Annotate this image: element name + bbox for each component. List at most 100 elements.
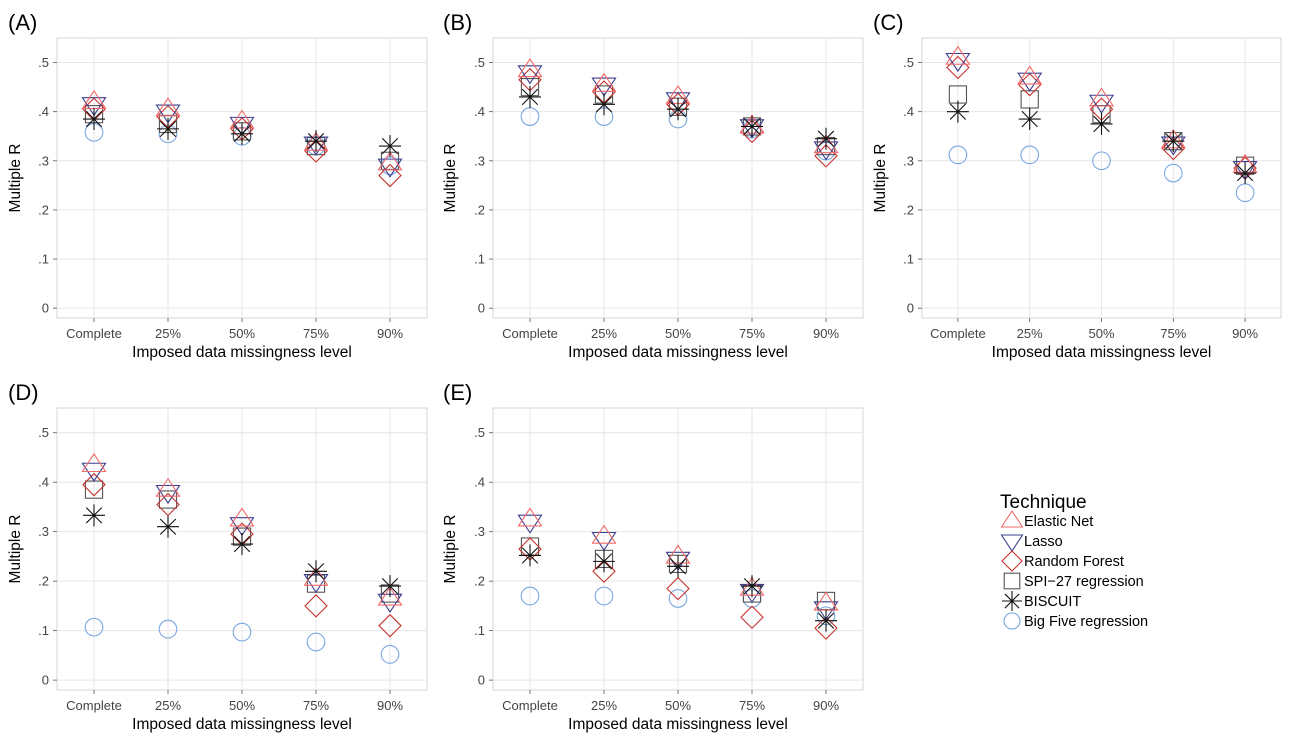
data-point-big-five-regression [948,145,968,165]
y-tick-label: .2 [474,202,485,217]
series-biscuit [519,85,837,150]
x-tick-label: 25% [155,326,181,341]
panel-label: (E) [443,380,472,405]
y-tick-label: .1 [474,252,485,267]
x-tick-label: 90% [813,698,839,713]
data-point-biscuit [305,560,327,583]
data-point-elastic-net [1017,65,1043,85]
y-tick-label: .2 [903,202,914,217]
legend-label: Elastic Net [1024,514,1093,530]
y-tick-label: .3 [38,524,49,539]
data-point-biscuit [83,504,105,527]
x-tick-label: 25% [591,698,617,713]
data-point-biscuit [519,544,541,567]
data-point-big-five-regression [158,619,178,639]
data-point-elastic-net [517,507,543,527]
chart-panel-b: 0 .1 .2 .3 .4 .5 Complete 25% 50% 75% 90% (B) Impose… [442,10,864,361]
data-point-random-forest [740,119,764,144]
legend-swatch-random-forest [1001,550,1023,572]
data-point-biscuit [1018,108,1041,131]
y-tick-label: .4 [903,104,914,119]
y-tick-label: .4 [38,104,49,119]
series-biscuit [946,100,1257,185]
chart-panel-c: 0 .1 .2 .3 .4 .5 Complete 25% 50% 75% 90% (C) Impose… [872,10,1282,361]
data-point-biscuit [946,100,969,123]
data-point-biscuit [83,108,105,131]
data-point-lasso [81,97,107,117]
data-point-elastic-net [81,452,107,473]
x-axis-title: Imposed data missingness level [992,344,1212,361]
x-tick-label: 50% [665,698,691,713]
data-point-random-forest [666,576,690,601]
x-tick-label: Complete [66,326,122,341]
data-point-lasso [591,77,617,97]
data-point-lasso [591,531,617,552]
legend-item-lasso: Lasso [1000,534,1063,553]
data-point-big-five-regression [1163,163,1183,183]
x-axis-title: Imposed data missingness level [132,344,352,361]
data-point-lasso [945,52,971,73]
y-axis-title: Multiple R [442,515,459,584]
series-random-forest [518,537,838,640]
data-point-big-five-regression [306,632,326,652]
data-point-big-five-regression [1020,145,1040,165]
y-tick-label: .3 [903,153,914,168]
data-point-random-forest [378,613,402,638]
y-tick-label: .5 [38,425,49,440]
data-point-biscuit [1162,130,1185,153]
data-point-lasso [155,484,181,505]
data-point-biscuit [519,85,541,108]
x-tick-label: 50% [665,326,691,341]
x-tick-label: 90% [1232,326,1258,341]
data-point-biscuit [231,533,253,556]
chart-panel-e: 0 .1 .2 .3 .4 .5 Complete 25% 50% 75% 90% (E) Impose… [442,380,864,733]
legend-item-biscuit: BISCUIT [1002,591,1081,611]
data-point-random-forest [156,492,180,517]
legend-label: Lasso [1024,534,1063,550]
legend-label: Big Five regression [1024,614,1148,630]
series-lasso [517,65,839,161]
x-axis-title: Imposed data missingness level [568,344,788,361]
y-tick-label: .4 [474,104,485,119]
data-point-biscuit [157,117,179,140]
y-tick-label: .2 [38,202,49,217]
y-axis-title: Multiple R [442,144,459,213]
x-tick-label: 50% [1088,326,1114,341]
panel-label: (C) [873,10,904,35]
x-tick-label: 90% [377,698,403,713]
legend-swatch-big-five-regression [1003,612,1021,630]
y-tick-label: .4 [474,475,485,490]
data-point-random-forest [1161,136,1186,161]
data-point-biscuit [593,550,615,573]
data-point-elastic-net [591,524,617,544]
data-point-elastic-net [517,57,543,78]
series-big-five-regression [948,145,1255,203]
data-point-biscuit [667,555,689,578]
data-point-random-forest [1017,72,1042,97]
data-point-elastic-net [591,72,617,92]
x-tick-label: 75% [1160,326,1186,341]
x-tick-label: 75% [303,698,329,713]
x-tick-label: Complete [930,326,986,341]
y-tick-label: .4 [38,475,49,490]
panel-label: (D) [8,380,39,405]
y-tick-label: .5 [474,425,485,440]
series-biscuit [519,544,837,632]
data-point-elastic-net [377,586,403,606]
y-tick-label: .5 [474,55,485,70]
x-tick-label: 50% [229,698,255,713]
x-tick-label: 75% [303,326,329,341]
data-point-big-five-regression [520,586,540,606]
legend-title: Technique [1000,492,1087,513]
x-axis-title: Imposed data missingness level [568,716,788,733]
y-tick-label: 0 [907,301,914,316]
y-tick-label: .1 [38,252,49,267]
panel-label: (A) [8,10,37,35]
data-point-elastic-net [377,151,403,171]
data-point-lasso [377,158,403,178]
panel-label: (B) [443,10,472,35]
y-tick-label: .5 [38,55,49,70]
x-tick-label: 75% [739,698,765,713]
data-point-lasso [229,116,255,136]
x-axis-title: Imposed data missingness level [132,716,352,733]
